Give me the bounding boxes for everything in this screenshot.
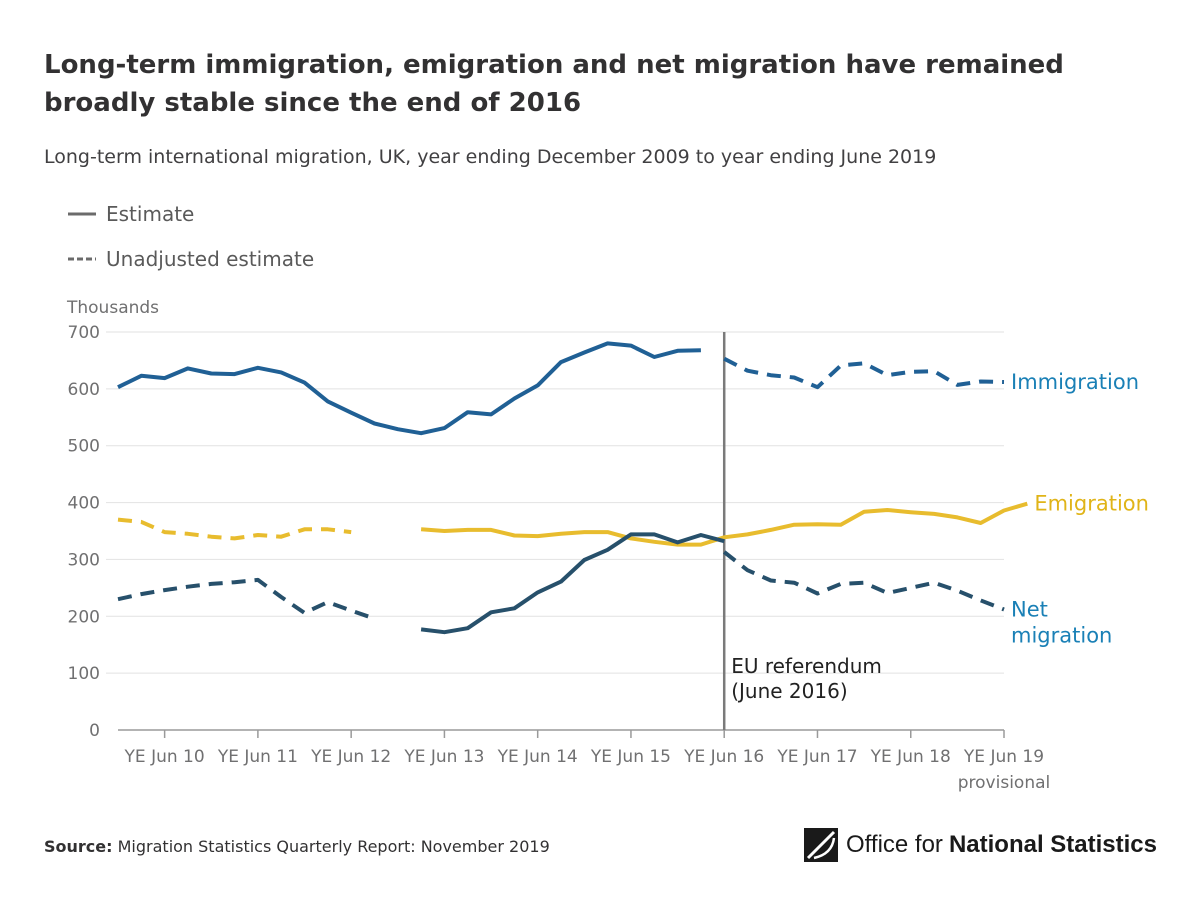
x-tick-label: YE Jun 19 — [963, 747, 1044, 767]
immigration-dashed-line — [723, 356, 1005, 390]
legend-dashed-line-icon — [68, 257, 96, 261]
y-tick-label: 400 — [68, 494, 100, 514]
x-tick-label: YE Jun 18 — [870, 747, 951, 767]
legend-item-unadjusted: Unadjusted estimate — [68, 247, 314, 271]
source-label: Source: — [44, 837, 113, 856]
source-text: Migration Statistics Quarterly Report: N… — [117, 837, 550, 856]
y-tick-label: 700 — [68, 323, 100, 343]
y-tick-label: 300 — [68, 550, 100, 570]
logo-text-regular: Office for — [846, 831, 943, 858]
emigration-dashed-line — [117, 517, 352, 541]
legend-label-unadjusted: Unadjusted estimate — [106, 247, 315, 271]
referendum-annotation: EU referendum — [731, 654, 882, 678]
net-migration-series-label: Net — [1011, 597, 1048, 621]
x-tick-label: provisional — [958, 773, 1051, 793]
x-tick-label: YE Jun 14 — [497, 747, 578, 767]
net-migration-solid-line — [420, 532, 725, 635]
net-migration-dashed-line — [722, 550, 1005, 612]
x-tick-label: YE Jun 12 — [310, 747, 391, 767]
y-tick-label: 600 — [68, 380, 100, 400]
y-tick-label: 500 — [68, 437, 100, 457]
x-tick-label: YE Jun 13 — [403, 747, 484, 767]
legend-item-estimate: Estimate — [68, 202, 194, 226]
x-tick-label: YE Jun 15 — [590, 747, 671, 767]
x-tick-label: YE Jun 10 — [124, 747, 205, 767]
emigration-series-label: Emigration — [1034, 492, 1149, 516]
emigration-solid-line — [420, 501, 1028, 547]
y-tick-label: 200 — [68, 607, 100, 627]
net-migration-dashed-line — [117, 577, 376, 621]
chart-subtitle: Long-term international migration, UK, y… — [44, 146, 937, 168]
immigration-solid-line — [117, 341, 701, 436]
legend-label-estimate: Estimate — [106, 202, 195, 226]
source-note: Source: Migration Statistics Quarterly R… — [44, 837, 550, 856]
x-tick-label: YE Jun 11 — [217, 747, 298, 767]
chart-title: Long-term immigration, emigration and ne… — [44, 50, 1064, 118]
y-tick-label: 100 — [68, 664, 100, 684]
legend-solid-line-icon — [68, 212, 96, 216]
x-tick-label: YE Jun 17 — [776, 747, 857, 767]
net-migration-series-label: migration — [1011, 623, 1112, 647]
ons-logo-icon — [804, 828, 838, 862]
logo-text-bold: National Statistics — [948, 831, 1157, 858]
ons-logo: Office for National Statistics — [804, 828, 1157, 862]
immigration-series-label: Immigration — [1011, 370, 1139, 394]
referendum-annotation: (June 2016) — [731, 679, 847, 703]
x-tick-label: YE Jun 16 — [683, 747, 764, 767]
y-tick-label: 0 — [89, 721, 100, 741]
y-axis-label: Thousands — [66, 298, 159, 318]
